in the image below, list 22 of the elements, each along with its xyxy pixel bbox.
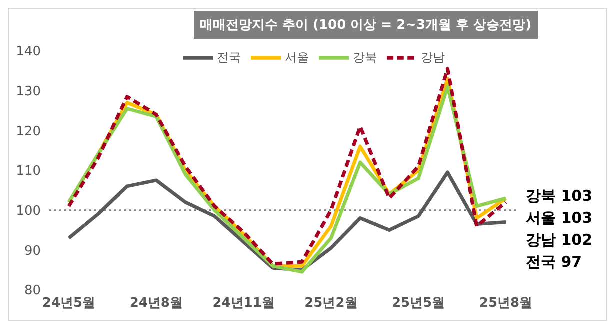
y-tick-label: 120	[16, 124, 41, 140]
annotation: 강남 102	[526, 230, 593, 250]
legend-label: 강북	[353, 50, 377, 64]
x-tick-label: 24년8월	[130, 296, 183, 312]
x-tick-label: 25년5월	[392, 296, 446, 312]
y-tick-label: 110	[16, 164, 41, 180]
y-tick-label: 90	[24, 244, 41, 259]
annotation: 서울 103	[526, 208, 593, 228]
x-tick-label: 25년2월	[304, 296, 358, 312]
annotation: 강북 103	[526, 186, 593, 206]
legend-label: 강남	[421, 50, 445, 64]
y-tick-label: 80	[24, 284, 41, 299]
x-tick-label: 25년8월	[479, 296, 533, 312]
y-tick-label: 100	[16, 204, 41, 219]
legend-label: 전국	[217, 50, 241, 64]
x-tick-label: 24년5월	[42, 296, 96, 312]
y-tick-label: 130	[16, 84, 41, 100]
chart-title: 매매전망지수 추이 (100 이상 = 2~3개월 후 상승전망)	[194, 11, 538, 39]
x-tick-label: 24년11월	[212, 296, 275, 312]
y-tick-label: 140	[16, 44, 41, 60]
legend-label: 서울	[285, 50, 309, 64]
annotation: 전국 97	[526, 252, 582, 272]
